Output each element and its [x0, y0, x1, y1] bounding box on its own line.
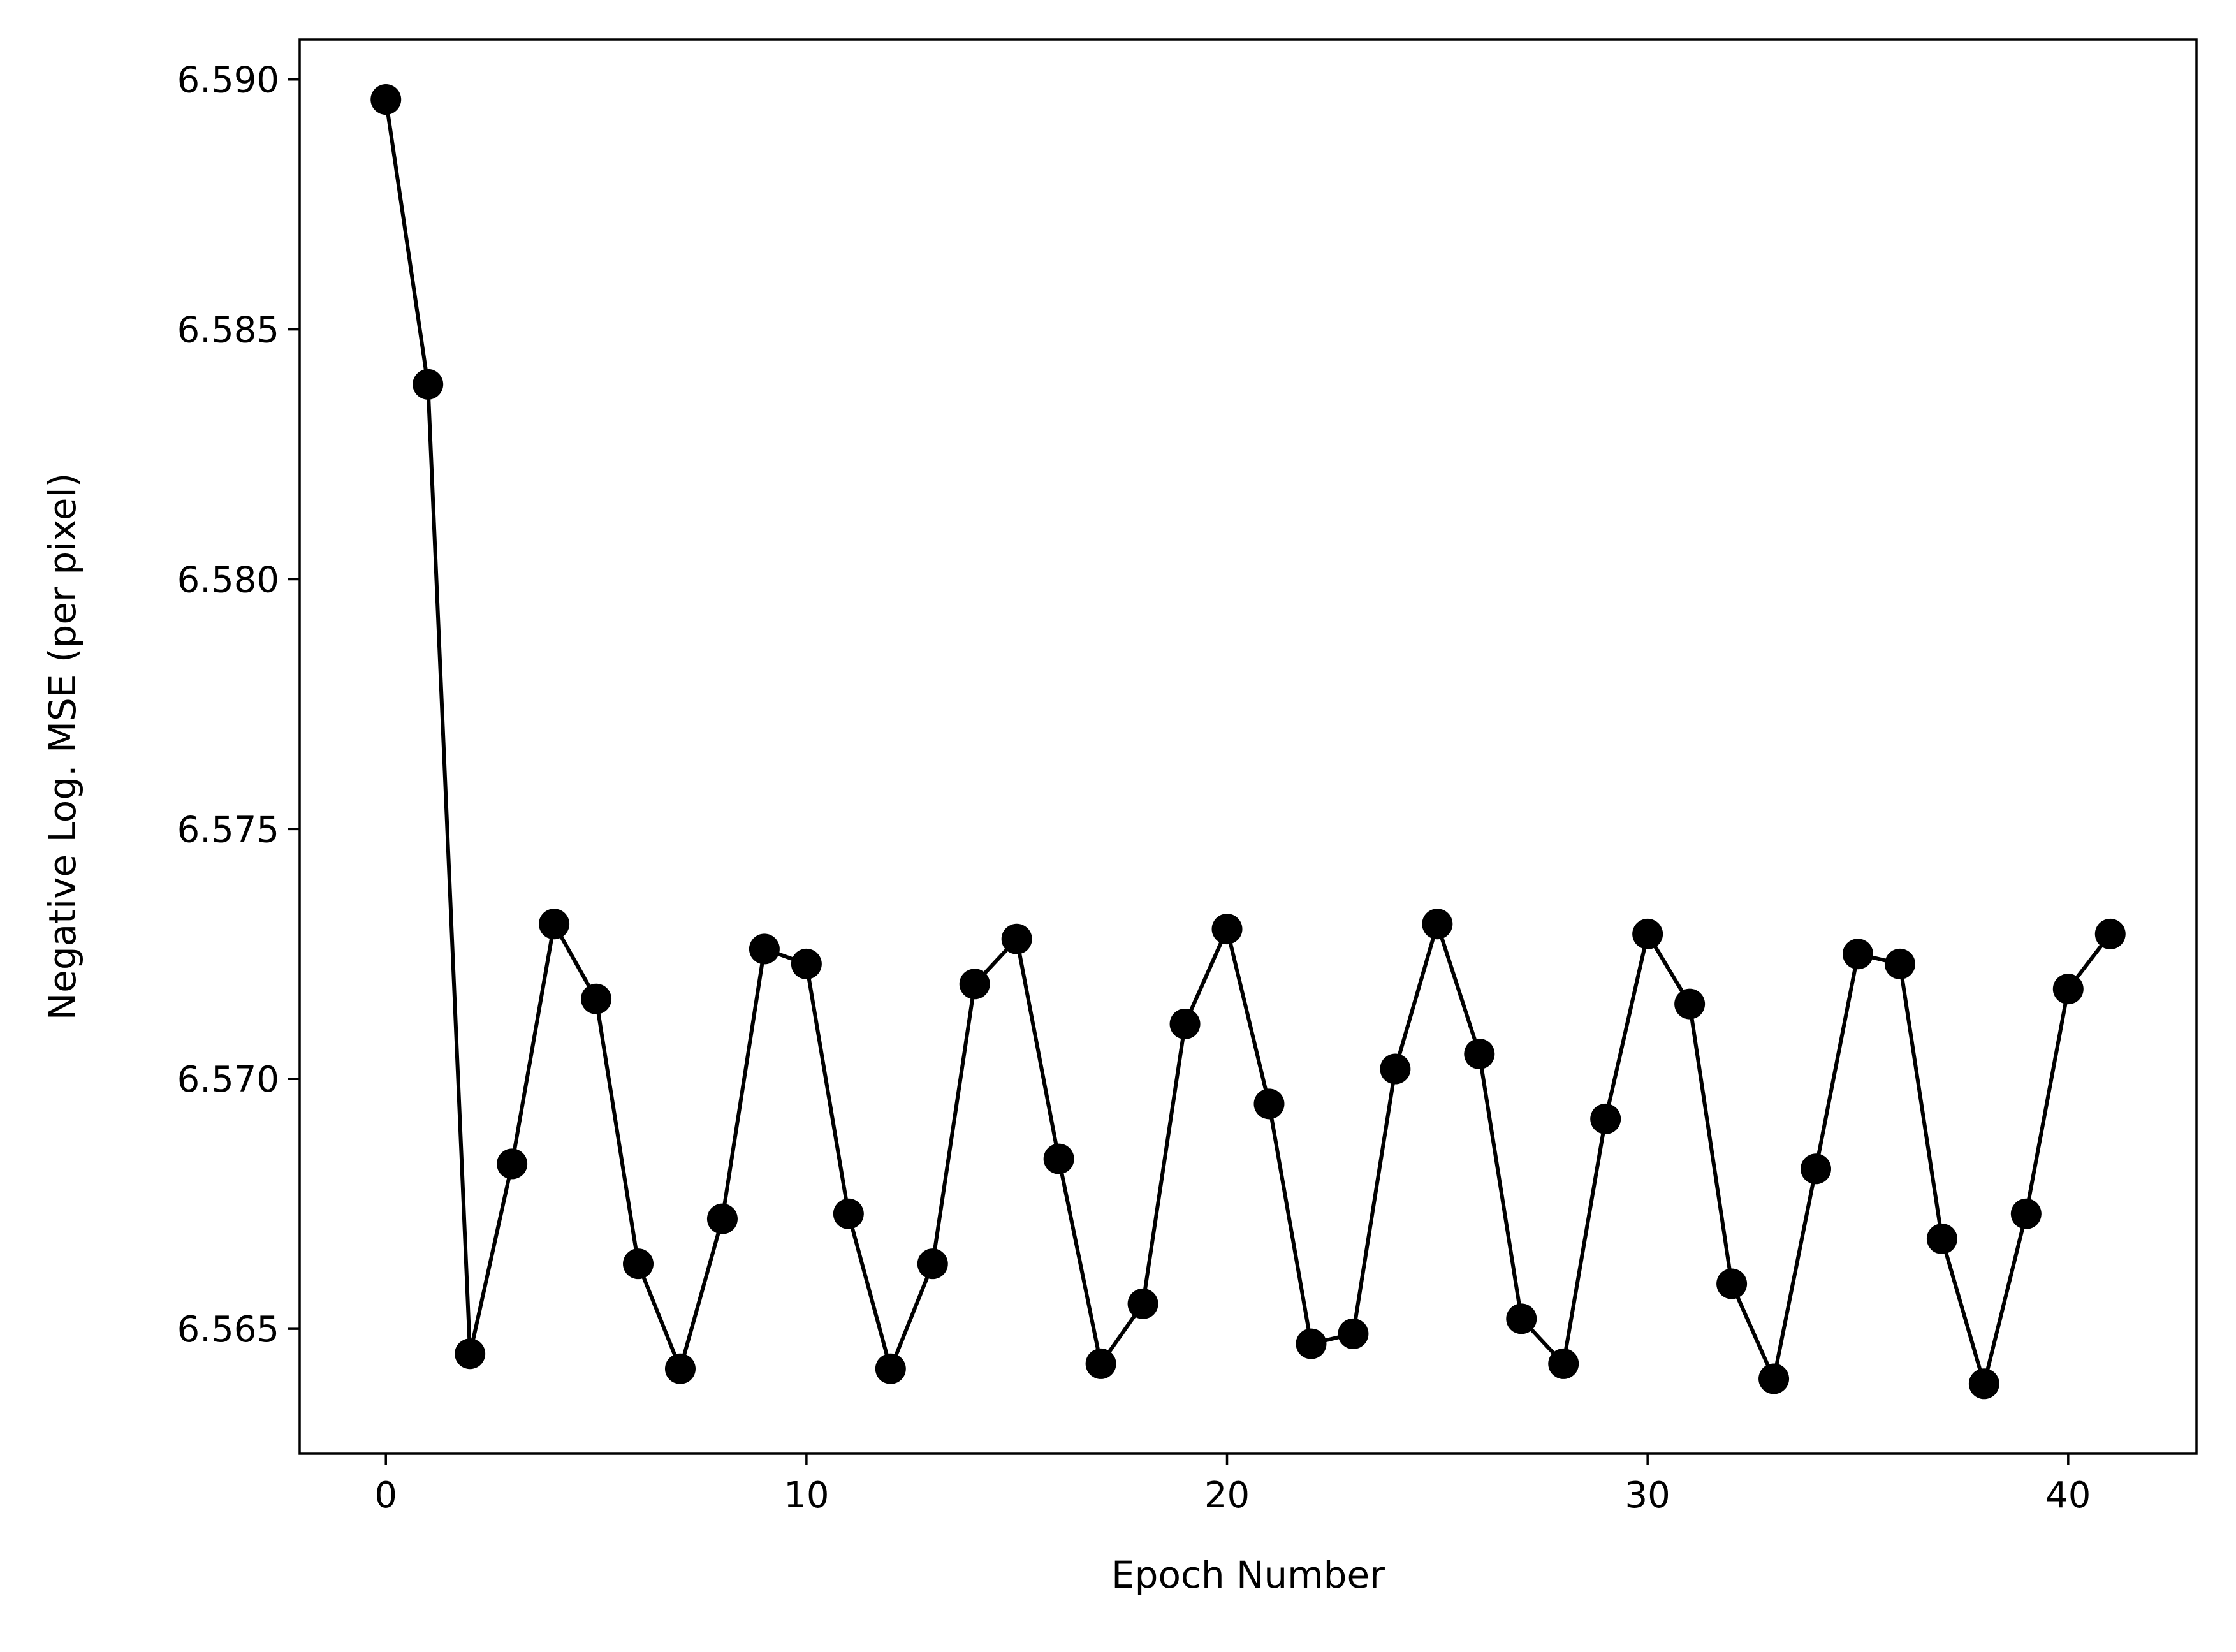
y-tick-label: 6.570 [177, 1059, 279, 1100]
data-point [1043, 1143, 1074, 1174]
x-tick-label: 10 [784, 1475, 829, 1516]
data-point [1716, 1268, 1748, 1299]
data-point [1380, 1053, 1411, 1085]
y-tick-label: 6.575 [177, 809, 279, 851]
x-axis-label: Epoch Number [1111, 1553, 1385, 1597]
data-point [2010, 1198, 2042, 1229]
data-point [581, 983, 612, 1014]
x-tick-label: 40 [2045, 1475, 2091, 1516]
data-point [413, 369, 444, 400]
data-point [1968, 1368, 1999, 1400]
data-point [833, 1198, 864, 1229]
data-point [539, 909, 570, 940]
series-markers [370, 84, 2126, 1400]
data-point [623, 1248, 654, 1280]
series-line [384, 99, 2112, 1386]
data-point [1211, 914, 1243, 945]
data-point [1338, 1318, 1369, 1349]
plot-background [300, 40, 2196, 1454]
y-axis-label: Negative Log. MSE (per pixel) [41, 473, 84, 1020]
x-axis: 0 10 20 30 40 [374, 1454, 2091, 1516]
data-point [1926, 1223, 1957, 1254]
data-point [1001, 923, 1032, 954]
y-axis: 6.565 6.570 6.575 6.580 6.585 6.590 [177, 60, 300, 1350]
data-point [455, 1338, 486, 1370]
data-point [1127, 1288, 1158, 1319]
data-point [1253, 1088, 1285, 1120]
y-tick-label: 6.590 [177, 60, 279, 101]
plot-frame [298, 38, 2198, 1455]
data-point [1590, 1103, 1621, 1134]
x-tick-label: 0 [374, 1475, 397, 1516]
data-point [370, 84, 402, 115]
data-point [917, 1248, 948, 1280]
data-point [749, 933, 780, 965]
data-point [1169, 1008, 1201, 1039]
y-tick-label: 6.580 [177, 559, 279, 601]
data-point [1632, 918, 1663, 949]
data-point [706, 1203, 738, 1234]
data-point [1842, 939, 1873, 970]
data-point [1801, 1153, 1832, 1185]
data-point [1464, 1039, 1495, 1070]
y-tick-label: 6.565 [177, 1309, 279, 1350]
data-point [791, 948, 822, 979]
data-point [1758, 1363, 1790, 1394]
data-point [664, 1353, 696, 1384]
data-point [959, 969, 990, 1000]
data-point [1674, 988, 1706, 1020]
data-point [497, 1148, 528, 1180]
y-tick-label: 6.585 [177, 310, 279, 351]
data-point [1422, 909, 1453, 940]
data-point [1506, 1303, 1537, 1334]
data-point [1296, 1328, 1327, 1359]
data-point [2094, 918, 2126, 949]
data-point [1085, 1348, 1116, 1379]
x-tick-label: 20 [1204, 1475, 1250, 1516]
data-point [2052, 974, 2084, 1005]
data-point [1884, 948, 1915, 979]
data-point [875, 1353, 906, 1384]
x-tick-label: 30 [1625, 1475, 1670, 1516]
data-point [1548, 1348, 1579, 1379]
